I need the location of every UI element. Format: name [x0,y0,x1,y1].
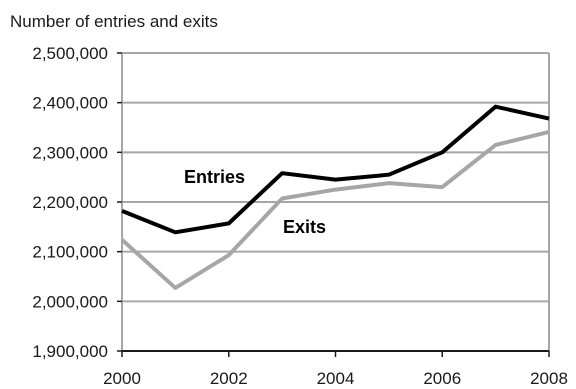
x-tick-label-1: 2002 [210,369,248,388]
gridlines [122,52,549,303]
x-tick-label-0: 2000 [103,369,141,388]
y-tick-label-1: 2,000,000 [32,292,108,311]
series-lines [120,104,550,290]
y-tick-label-6: 2,500,000 [32,44,108,63]
axes [117,52,550,357]
y-tick-label-2: 2,100,000 [32,243,108,262]
x-tick-label-2: 2004 [317,369,355,388]
y-tick-label-3: 2,200,000 [32,193,108,212]
y-tick-label-4: 2,300,000 [32,143,108,162]
x-tick-labels: 2000 2002 2004 2006 2008 [103,369,568,388]
series-line-entries [121,104,550,235]
x-tick-label-3: 2006 [423,369,461,388]
series-line-exits [120,130,550,290]
y-tick-label-5: 2,400,000 [32,94,108,113]
chart-title: Number of entries and exits [10,12,218,31]
series-label-entries: Entries [184,167,245,187]
y-tick-label-0: 1,900,000 [32,342,108,361]
x-tick-label-4: 2008 [530,369,568,388]
y-tick-labels: 1,900,000 2,000,000 2,100,000 2,200,000 2,30… [32,44,108,361]
series-label-exits: Exits [283,217,326,237]
series-labels: Entries Exits [184,167,326,237]
